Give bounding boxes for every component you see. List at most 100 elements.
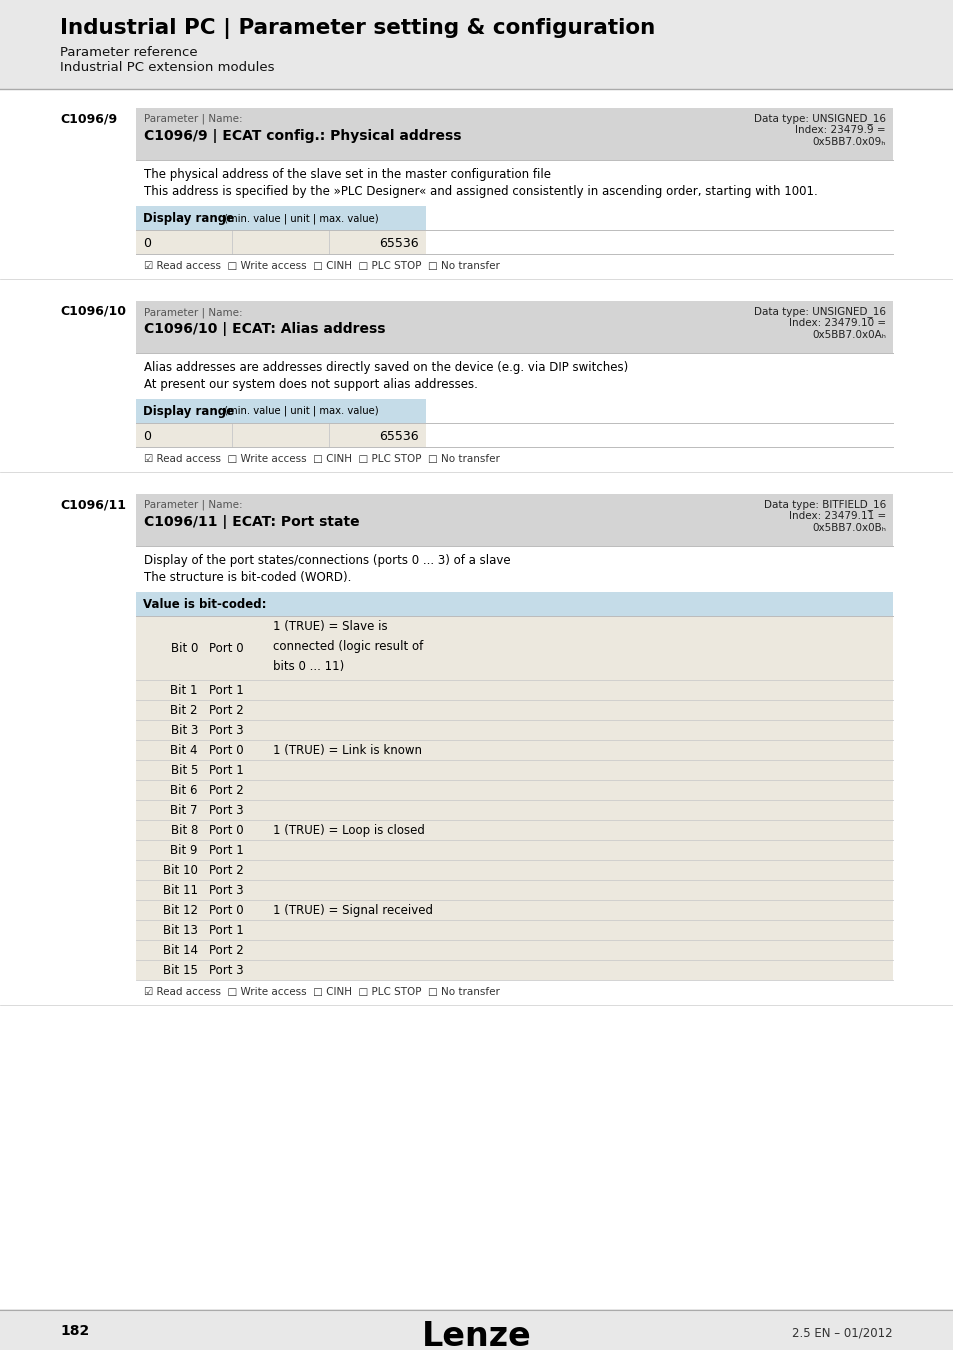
Text: Bit 10: Bit 10 — [163, 864, 198, 876]
Bar — [329, 230, 426, 254]
Text: Index: 23479.9⁤ =: Index: 23479.9⁤ = — [795, 126, 885, 135]
Text: Port 1: Port 1 — [209, 844, 244, 856]
Text: Port 0: Port 0 — [209, 824, 243, 837]
Text: Bit 3: Bit 3 — [171, 724, 198, 737]
Bar — [136, 400, 426, 423]
Bar — [232, 423, 329, 447]
Bar — [204, 819, 266, 840]
Bar — [204, 960, 266, 980]
Text: ☑ Read access  □ Write access  □ CINH  □ PLC STOP  □ No transfer: ☑ Read access □ Write access □ CINH □ PL… — [144, 261, 499, 271]
Bar — [136, 593, 892, 616]
Bar — [136, 423, 232, 447]
Bar — [204, 900, 266, 919]
Text: Bit 5: Bit 5 — [171, 764, 198, 776]
Text: 2.5 EN – 01/2012: 2.5 EN – 01/2012 — [792, 1326, 892, 1339]
Bar — [136, 701, 204, 720]
Bar — [266, 780, 892, 801]
Bar — [136, 230, 232, 254]
Bar — [204, 801, 266, 819]
Text: 65536: 65536 — [379, 431, 418, 443]
Text: Bit 12: Bit 12 — [163, 903, 198, 917]
Bar — [136, 207, 426, 230]
Text: Display range: Display range — [143, 212, 233, 225]
Text: 0: 0 — [143, 238, 151, 250]
Text: Alias addresses are addresses directly saved on the device (e.g. via DIP switche: Alias addresses are addresses directly s… — [144, 360, 628, 374]
Text: Port 2: Port 2 — [209, 944, 244, 957]
Text: (min. value | unit | max. value): (min. value | unit | max. value) — [221, 406, 378, 417]
Bar — [266, 740, 892, 760]
Text: Lenze: Lenze — [421, 1320, 532, 1350]
Bar — [136, 494, 892, 545]
Text: Bit 1: Bit 1 — [171, 683, 198, 697]
Bar — [266, 960, 892, 980]
Bar — [136, 860, 204, 880]
Text: At present our system does not support alias addresses.: At present our system does not support a… — [144, 378, 477, 392]
Bar — [204, 940, 266, 960]
Bar — [204, 840, 266, 860]
Text: The physical address of the slave set in the master configuration file: The physical address of the slave set in… — [144, 167, 551, 181]
Text: C1096/11 | ECAT: Port state: C1096/11 | ECAT: Port state — [144, 514, 359, 529]
Text: Parameter reference: Parameter reference — [60, 46, 197, 59]
Bar — [266, 801, 892, 819]
Text: Port 1: Port 1 — [209, 764, 244, 776]
Text: Port 2: Port 2 — [209, 783, 244, 796]
Bar — [266, 940, 892, 960]
Bar — [136, 919, 204, 940]
Text: C1096/11: C1096/11 — [60, 498, 126, 512]
Bar — [266, 860, 892, 880]
Text: Value is bit-coded:: Value is bit-coded: — [143, 598, 266, 612]
Bar — [204, 760, 266, 780]
Text: 1 (TRUE) = Link is known: 1 (TRUE) = Link is known — [273, 744, 421, 757]
Bar — [0, 0, 953, 92]
Bar — [266, 900, 892, 919]
Text: Bit 7: Bit 7 — [171, 803, 198, 817]
Bar — [136, 720, 204, 740]
Text: ☑ Read access  □ Write access  □ CINH  □ PLC STOP  □ No transfer: ☑ Read access □ Write access □ CINH □ PL… — [144, 454, 499, 464]
Bar — [204, 919, 266, 940]
Text: Parameter | Name:: Parameter | Name: — [144, 500, 242, 510]
Text: Parameter | Name:: Parameter | Name: — [144, 306, 242, 317]
Bar — [204, 616, 266, 680]
Bar — [136, 900, 204, 919]
Text: Industrial PC extension modules: Industrial PC extension modules — [60, 61, 274, 74]
Bar — [204, 860, 266, 880]
Bar — [136, 760, 204, 780]
Bar — [136, 801, 204, 819]
Bar — [136, 680, 204, 701]
Bar — [204, 701, 266, 720]
Text: Data type: UNSIGNED_16: Data type: UNSIGNED_16 — [753, 306, 885, 317]
Text: Bit 15: Bit 15 — [163, 964, 198, 976]
Text: Port 2: Port 2 — [209, 703, 244, 717]
Text: Index: 23479.10⁤ =: Index: 23479.10⁤ = — [788, 319, 885, 328]
Bar — [266, 680, 892, 701]
Bar — [266, 616, 892, 680]
Text: 0x5BB7.0x09ₕ: 0x5BB7.0x09ₕ — [812, 136, 885, 147]
Bar — [136, 352, 892, 400]
Text: 1 (TRUE) = Signal received: 1 (TRUE) = Signal received — [273, 904, 433, 917]
Text: (min. value | unit | max. value): (min. value | unit | max. value) — [221, 213, 378, 224]
Text: Index: 23479.11⁤ =: Index: 23479.11⁤ = — [788, 512, 885, 521]
Bar — [136, 161, 892, 207]
Text: Bit 6: Bit 6 — [171, 783, 198, 796]
Bar — [266, 919, 892, 940]
Text: ☑ Read access  □ Write access  □ CINH  □ PLC STOP  □ No transfer: ☑ Read access □ Write access □ CINH □ PL… — [144, 987, 499, 998]
Text: Data type: UNSIGNED_16: Data type: UNSIGNED_16 — [753, 113, 885, 124]
Text: C1096/9: C1096/9 — [60, 112, 117, 126]
Bar — [136, 960, 204, 980]
Bar — [136, 780, 204, 801]
Bar — [204, 780, 266, 801]
Bar — [266, 840, 892, 860]
Text: Bit 8: Bit 8 — [171, 824, 198, 837]
Text: 65536: 65536 — [379, 238, 418, 250]
Text: Port 0: Port 0 — [209, 641, 243, 655]
Text: Data type: BITFIELD_16: Data type: BITFIELD_16 — [763, 500, 885, 510]
Text: Parameter | Name:: Parameter | Name: — [144, 113, 242, 124]
Bar — [266, 701, 892, 720]
Text: The structure is bit-coded (WORD).: The structure is bit-coded (WORD). — [144, 571, 351, 585]
Bar — [329, 423, 426, 447]
Text: Port 2: Port 2 — [209, 864, 244, 876]
Bar — [266, 760, 892, 780]
Text: 182: 182 — [60, 1324, 90, 1338]
Text: Port 0: Port 0 — [209, 744, 243, 756]
Bar — [136, 840, 204, 860]
